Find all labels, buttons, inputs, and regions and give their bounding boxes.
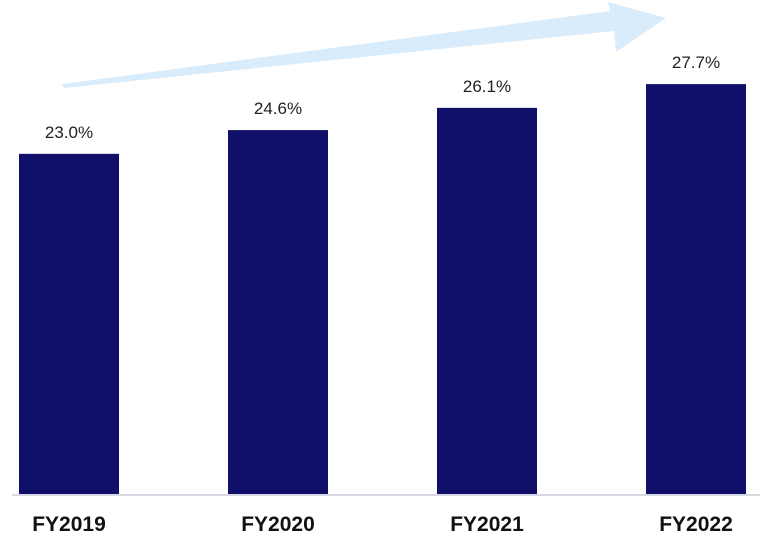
category-label-fy2022: FY2022 (659, 513, 733, 536)
category-label-fy2021: FY2021 (450, 513, 524, 536)
value-label-fy2020: 24.6% (254, 99, 302, 118)
category-label-fy2019: FY2019 (32, 513, 106, 536)
bars-group (19, 84, 746, 496)
value-label-fy2019: 23.0% (45, 123, 93, 142)
trend-arrow (62, 2, 666, 88)
trend-arrow-shape (62, 2, 666, 88)
value-label-fy2022: 27.7% (672, 53, 720, 72)
bar-fy2022 (646, 84, 746, 495)
value-label-fy2021: 26.1% (463, 77, 511, 96)
bar-fy2021 (437, 107, 537, 495)
bar-fy2019 (19, 153, 119, 496)
category-labels-group: FY2019 FY2020 FY2021 FY2022 (32, 513, 733, 536)
value-labels-group: 23.0% 24.6% 26.1% 27.7% (45, 53, 720, 142)
bar-fy2020 (228, 130, 328, 495)
category-label-fy2020: FY2020 (241, 513, 315, 536)
